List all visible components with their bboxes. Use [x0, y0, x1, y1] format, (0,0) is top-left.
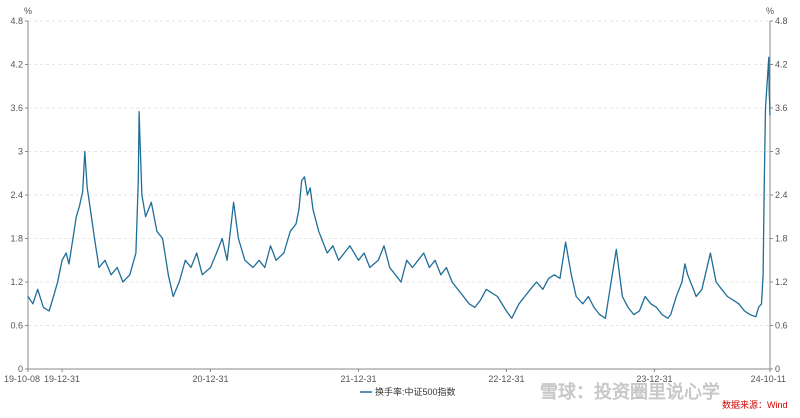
y-tick-label-left: 3.6 — [10, 103, 23, 113]
y-axis-left-ticks: 0 0.6 1.2 1.8 2.4 3 3.6 4.2 4.8 — [10, 16, 28, 374]
x-tick-label: 20-12-31 — [192, 374, 228, 384]
legend: 换手率:中证500指数 — [360, 386, 456, 397]
series-layer — [27, 56, 771, 319]
source-note: 数据来源：Wind — [722, 399, 788, 410]
x-tick-label: 23-12-31 — [636, 374, 672, 384]
y-tick-label-right: 0 — [775, 364, 780, 374]
y-tick-label-left: 0 — [18, 364, 23, 374]
x-tick-label: 21-12-31 — [340, 374, 376, 384]
legend-label: 换手率:中证500指数 — [375, 386, 456, 397]
y-tick-label-right: 2.4 — [775, 190, 788, 200]
y-tick-label-left: 4.8 — [10, 16, 23, 26]
y-tick-label-right: 0.6 — [775, 321, 788, 331]
series-line — [27, 56, 771, 319]
y-tick-label-right: 4.2 — [775, 60, 788, 70]
y-tick-label-left: 1.8 — [10, 234, 23, 244]
y-tick-label-left: 1.2 — [10, 277, 23, 287]
x-tick-label: 24-10-11 — [751, 374, 786, 384]
y-axis-left-unit: % — [24, 6, 32, 16]
x-tick-label: 19-10-08 — [4, 374, 40, 384]
y-tick-label-right: 1.8 — [775, 234, 788, 244]
y-tick-label-right: 3 — [775, 147, 780, 157]
watermark: 雪球：投资圈里说心学 — [540, 381, 720, 403]
y-axis-right-ticks: 0 0.6 1.2 1.8 2.4 3 3.6 4.2 4.8 — [770, 16, 788, 374]
x-tick-label: 22-12-31 — [488, 374, 524, 384]
grid-lines — [28, 20, 770, 326]
y-tick-label-right: 1.2 — [775, 277, 788, 287]
y-axis-right-unit: % — [766, 6, 774, 16]
y-tick-label-right: 4.8 — [775, 16, 788, 26]
y-tick-label-left: 0.6 — [10, 321, 23, 331]
y-tick-label-left: 4.2 — [10, 60, 23, 70]
x-axis-ticks: 19-10-08 19-12-31 20-12-31 21-12-31 22-12-31… — [4, 369, 786, 384]
y-tick-label-left: 2.4 — [10, 190, 23, 200]
y-tick-label-left: 3 — [18, 147, 23, 157]
y-tick-label-right: 3.6 — [775, 103, 788, 113]
x-tick-label: 19-12-31 — [44, 374, 80, 384]
